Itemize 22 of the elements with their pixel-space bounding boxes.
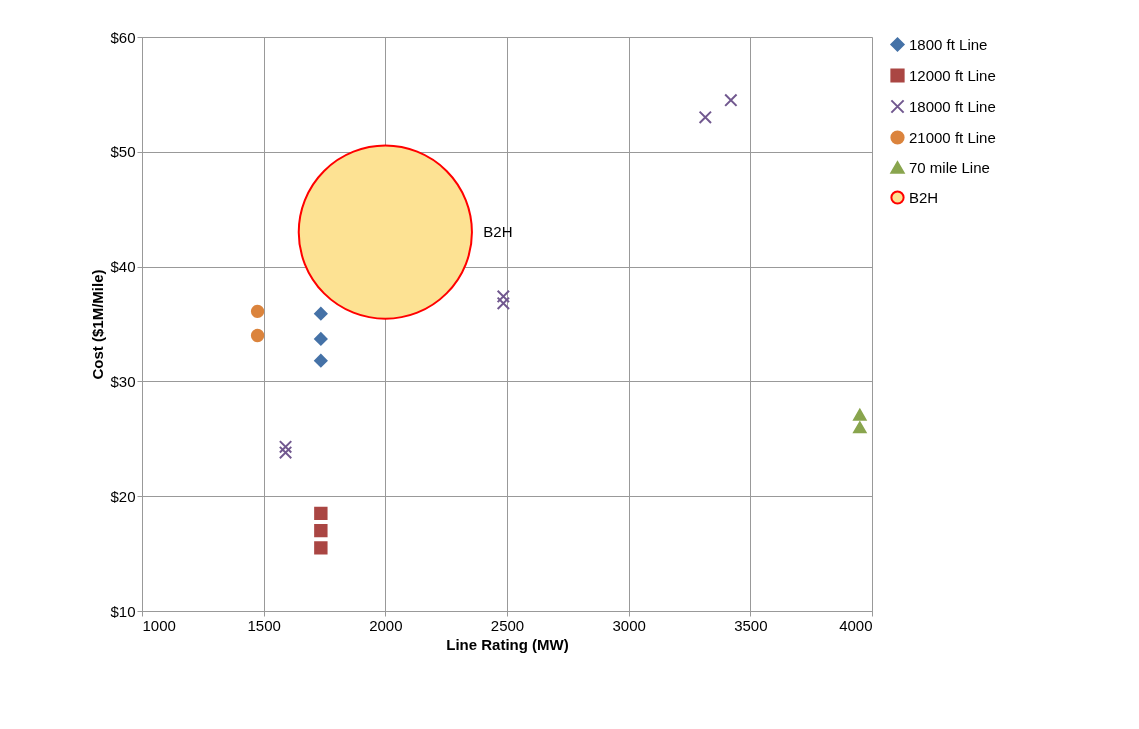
legend-label: B2H: [909, 188, 939, 206]
annotation: B2H: [483, 223, 513, 241]
x-tick-label: 1500: [247, 616, 281, 634]
y-tick-label: $30: [110, 372, 136, 390]
x-tick-label: 1000: [142, 616, 176, 634]
legend-label: 21000 ft Line: [909, 128, 996, 146]
y-tick-label: $20: [110, 487, 136, 505]
x-tick-label: 2000: [369, 616, 403, 634]
legend-label: 1800 ft Line: [909, 35, 988, 53]
legend-label: 70 mile Line: [909, 158, 990, 176]
y-axis-title: Cost ($1M/Mile): [89, 269, 107, 380]
y-tick-label: $50: [110, 143, 136, 161]
x-tick-label: 3500: [734, 616, 768, 634]
y-tick-label: $10: [110, 602, 136, 620]
x-axis-title: Line Rating (MW): [446, 635, 569, 653]
x-tick-label: 3000: [612, 616, 646, 634]
legend-label: 12000 ft Line: [909, 66, 996, 84]
y-tick-label: $40: [110, 258, 136, 276]
legend-label: 18000 ft Line: [909, 97, 996, 115]
y-tick-label: $60: [110, 28, 136, 46]
x-tick-label: 2500: [490, 616, 525, 634]
x-tick-label: 4000: [839, 616, 873, 634]
